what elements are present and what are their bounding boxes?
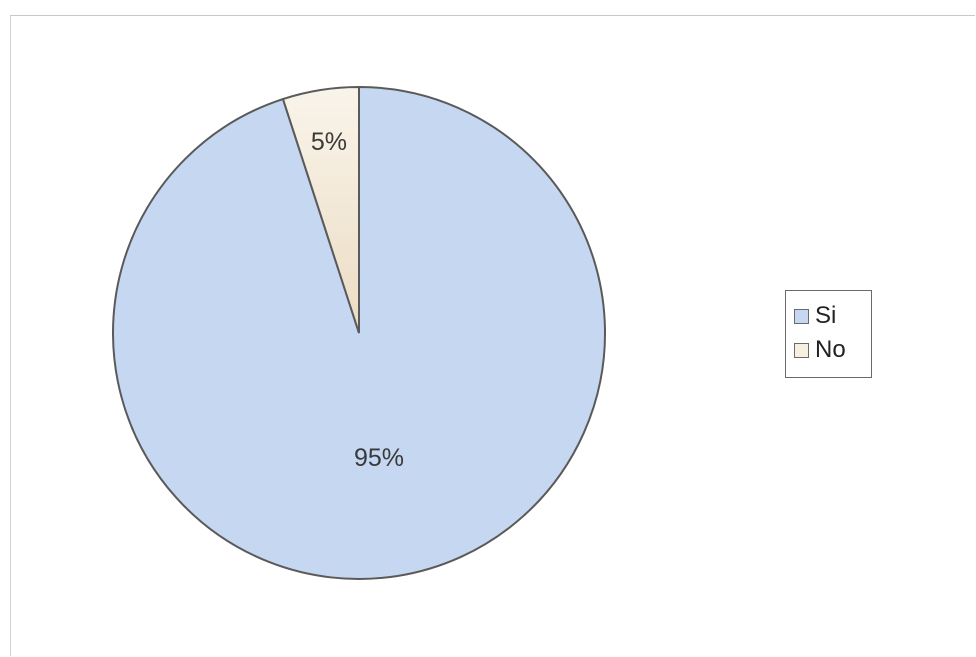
legend-item-si: Si	[794, 299, 871, 333]
legend-label-si: Si	[815, 302, 837, 329]
legend-item-no: No	[794, 333, 871, 367]
data-label-no: 5%	[311, 128, 347, 156]
pie-slice-no	[281, 85, 360, 334]
legend: Si No	[785, 290, 872, 378]
legend-label-no: No	[815, 336, 846, 363]
pie-slice-si	[112, 85, 606, 580]
legend-swatch-si	[794, 308, 809, 324]
legend-swatch-no	[794, 342, 809, 358]
data-label-si: 95%	[354, 444, 404, 472]
chart-frame	[10, 15, 975, 656]
